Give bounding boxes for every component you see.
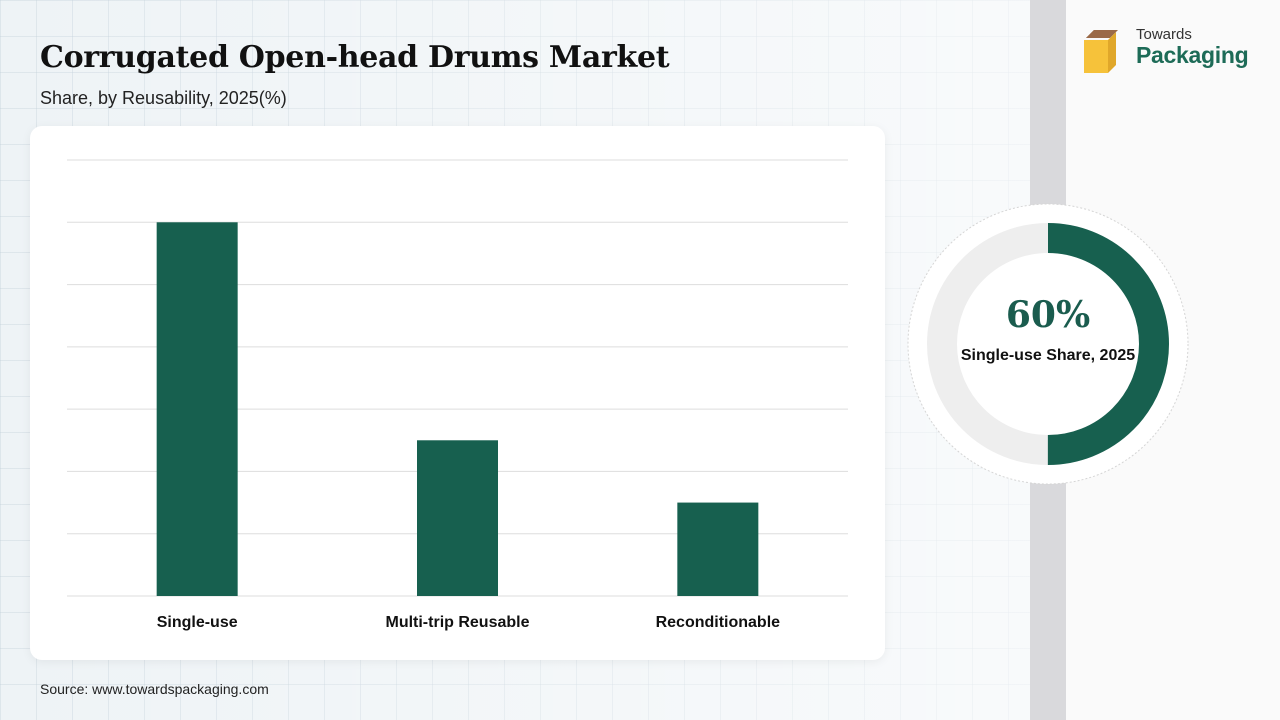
brand-logo: Towards Packaging [1082, 26, 1262, 78]
source-note: Source: www.towardspackaging.com [40, 681, 269, 697]
x-tick-label: Multi-trip Reusable [385, 614, 529, 631]
bar-single-use [156, 222, 238, 596]
bar-multi-trip-reusable [417, 440, 498, 596]
x-tick-label: Single-use [157, 614, 238, 631]
x-tick-label: Reconditionable [656, 614, 781, 631]
chart-card: Single-use Multi-trip Reusable Recondition… [30, 126, 885, 660]
logo-line-2: Packaging [1136, 42, 1249, 68]
donut-chart [907, 203, 1189, 485]
highlight-value: 60% [1005, 294, 1091, 336]
box-icon [1084, 30, 1118, 73]
bar-chart: Single-use Multi-trip Reusable Recondition… [67, 159, 848, 631]
chart-title: Corrugated Open-head Drums Market [40, 40, 670, 75]
donut-value-arc [927, 223, 1169, 465]
highlight-donut: 60% Single-use Share, 2025 [906, 202, 1190, 486]
bar-reconditionable [677, 502, 759, 596]
logo-line-1: Towards [1136, 26, 1192, 43]
highlight-label: Single-use Share, 2025 [960, 347, 1136, 364]
chart-subtitle: Share, by Reusability, 2025(%) [40, 88, 287, 108]
